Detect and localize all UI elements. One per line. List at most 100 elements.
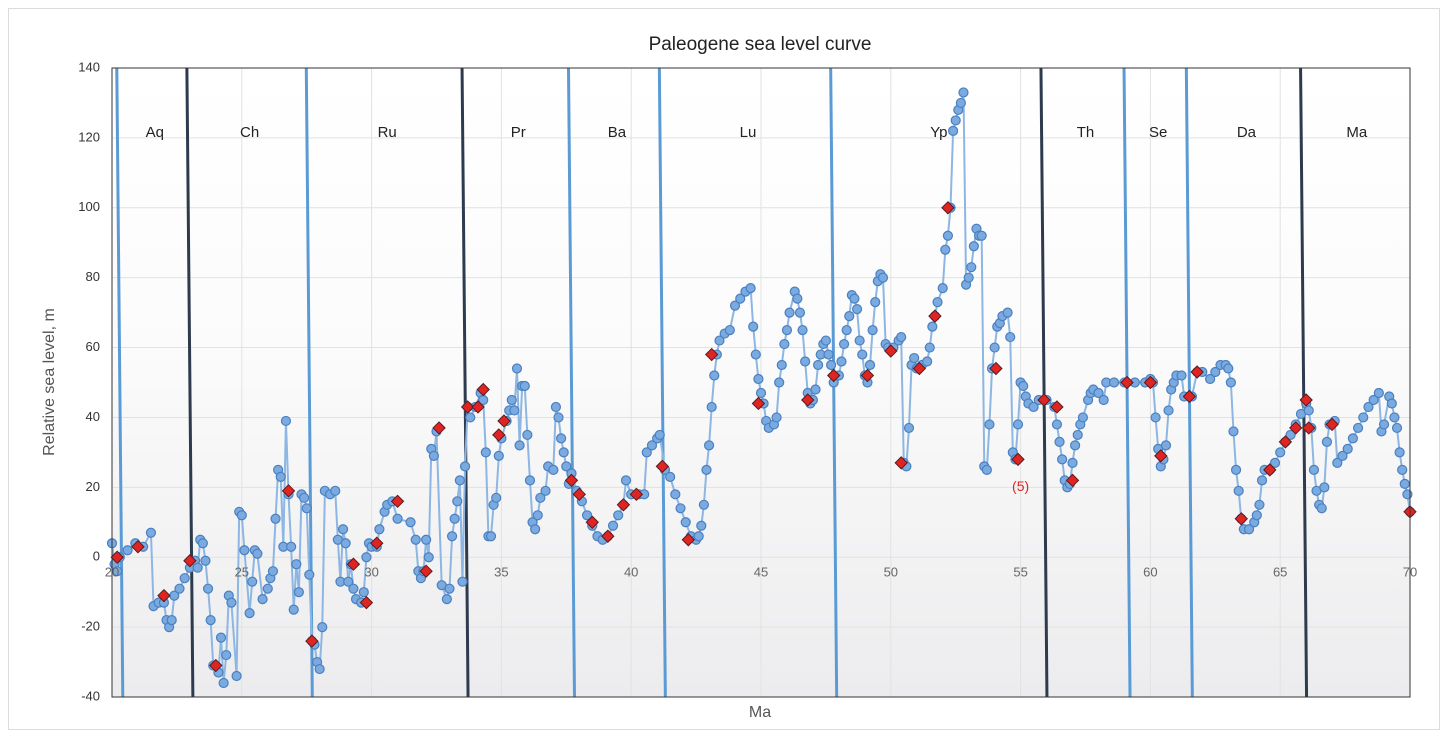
data-point: [966, 262, 977, 273]
data-point: [774, 377, 785, 388]
event-marker: [585, 515, 599, 529]
data-point: [423, 552, 434, 563]
data-point: [485, 531, 497, 542]
data-point: [1303, 405, 1314, 416]
data-point: [192, 562, 203, 573]
data-point: [820, 335, 832, 346]
stage-label: Ba: [608, 124, 627, 141]
data-point: [924, 342, 935, 353]
data-point: [748, 321, 759, 332]
plot-border: [111, 67, 1411, 698]
data-point: [509, 405, 520, 416]
data-point: [1228, 426, 1239, 437]
data-point: [410, 534, 421, 545]
x-tick-label: 20: [105, 565, 119, 580]
event-marker: [1143, 375, 1158, 390]
data-point: [1378, 419, 1390, 430]
data-point: [112, 566, 123, 577]
data-point: [750, 349, 761, 360]
data-point: [317, 622, 328, 633]
data-point: [1233, 485, 1244, 496]
data-point: [841, 324, 852, 336]
data-point: [1397, 464, 1408, 475]
data-point: [267, 566, 279, 577]
data-point: [784, 307, 795, 318]
y-axis-label: Relative sea level, m: [41, 308, 58, 456]
data-point: [197, 538, 208, 549]
event-marker: [1050, 400, 1064, 414]
event-marker: [912, 361, 927, 376]
data-point: [714, 335, 725, 346]
event-marker: [305, 634, 319, 648]
data-point: [428, 450, 440, 461]
data-point: [506, 394, 517, 406]
data-point: [950, 115, 961, 126]
data-point: [701, 464, 712, 475]
data-point: [968, 241, 979, 252]
data-point: [1108, 377, 1120, 388]
y-tick-label: 100: [78, 199, 100, 214]
data-point: [781, 324, 793, 336]
data-point: [452, 496, 463, 507]
data-point: [1067, 457, 1078, 468]
x-tick-label: 65: [1273, 565, 1287, 580]
x-tick-label: 50: [884, 565, 898, 580]
data-point: [540, 485, 551, 496]
data-point: [1368, 394, 1379, 406]
data-point: [1319, 482, 1330, 493]
data-point: [1332, 457, 1343, 468]
data-point: [1399, 478, 1410, 489]
event-marker: [460, 400, 475, 414]
data-point: [166, 615, 177, 626]
data-point: [1163, 405, 1174, 416]
data-point: [561, 461, 572, 472]
data-point: [340, 538, 351, 549]
data-point: [374, 524, 385, 535]
data-point: [854, 335, 865, 346]
data-point: [1005, 331, 1016, 343]
data-point: [836, 356, 847, 367]
event-marker: [1120, 375, 1134, 390]
data-point: [1160, 440, 1172, 451]
data-point: [231, 670, 242, 682]
data-point: [174, 583, 185, 594]
data-point: [1028, 401, 1039, 413]
event-marker: [1263, 463, 1277, 477]
data-point: [257, 594, 268, 605]
data-point: [122, 545, 133, 556]
data-point: [641, 447, 652, 458]
stage-label: Th: [1077, 124, 1095, 141]
y-tick-label: -40: [81, 688, 100, 703]
event-marker: [894, 456, 908, 470]
data-point: [1285, 429, 1296, 441]
data-point: [792, 293, 803, 304]
stage-label: Da: [1237, 124, 1257, 141]
data-point: [244, 608, 255, 619]
data-point: [1275, 447, 1286, 458]
data-point: [179, 573, 190, 584]
data-point: [1316, 503, 1327, 514]
data-point: [984, 419, 995, 430]
data-point: [810, 384, 821, 395]
data-point: [771, 412, 782, 423]
data-point: [215, 632, 227, 643]
event-marker: [601, 529, 615, 543]
data-point: [535, 492, 546, 503]
data-point: [392, 513, 403, 524]
x-tick-label: 35: [494, 565, 508, 580]
data-point: [252, 548, 263, 559]
y-tick-label: 120: [78, 129, 100, 144]
data-point: [779, 338, 790, 350]
data-point: [1225, 377, 1236, 388]
stage-boundary: [185, 67, 195, 698]
y-tick-label: 0: [93, 549, 100, 564]
data-point: [696, 520, 707, 531]
stage-label: Pr: [511, 124, 526, 141]
data-point: [454, 475, 465, 486]
event-marker: [989, 361, 1003, 376]
data-point: [1098, 394, 1109, 406]
data-point: [753, 373, 764, 385]
data-point: [145, 527, 157, 538]
data-point: [1054, 436, 1065, 448]
data-point: [877, 272, 889, 283]
